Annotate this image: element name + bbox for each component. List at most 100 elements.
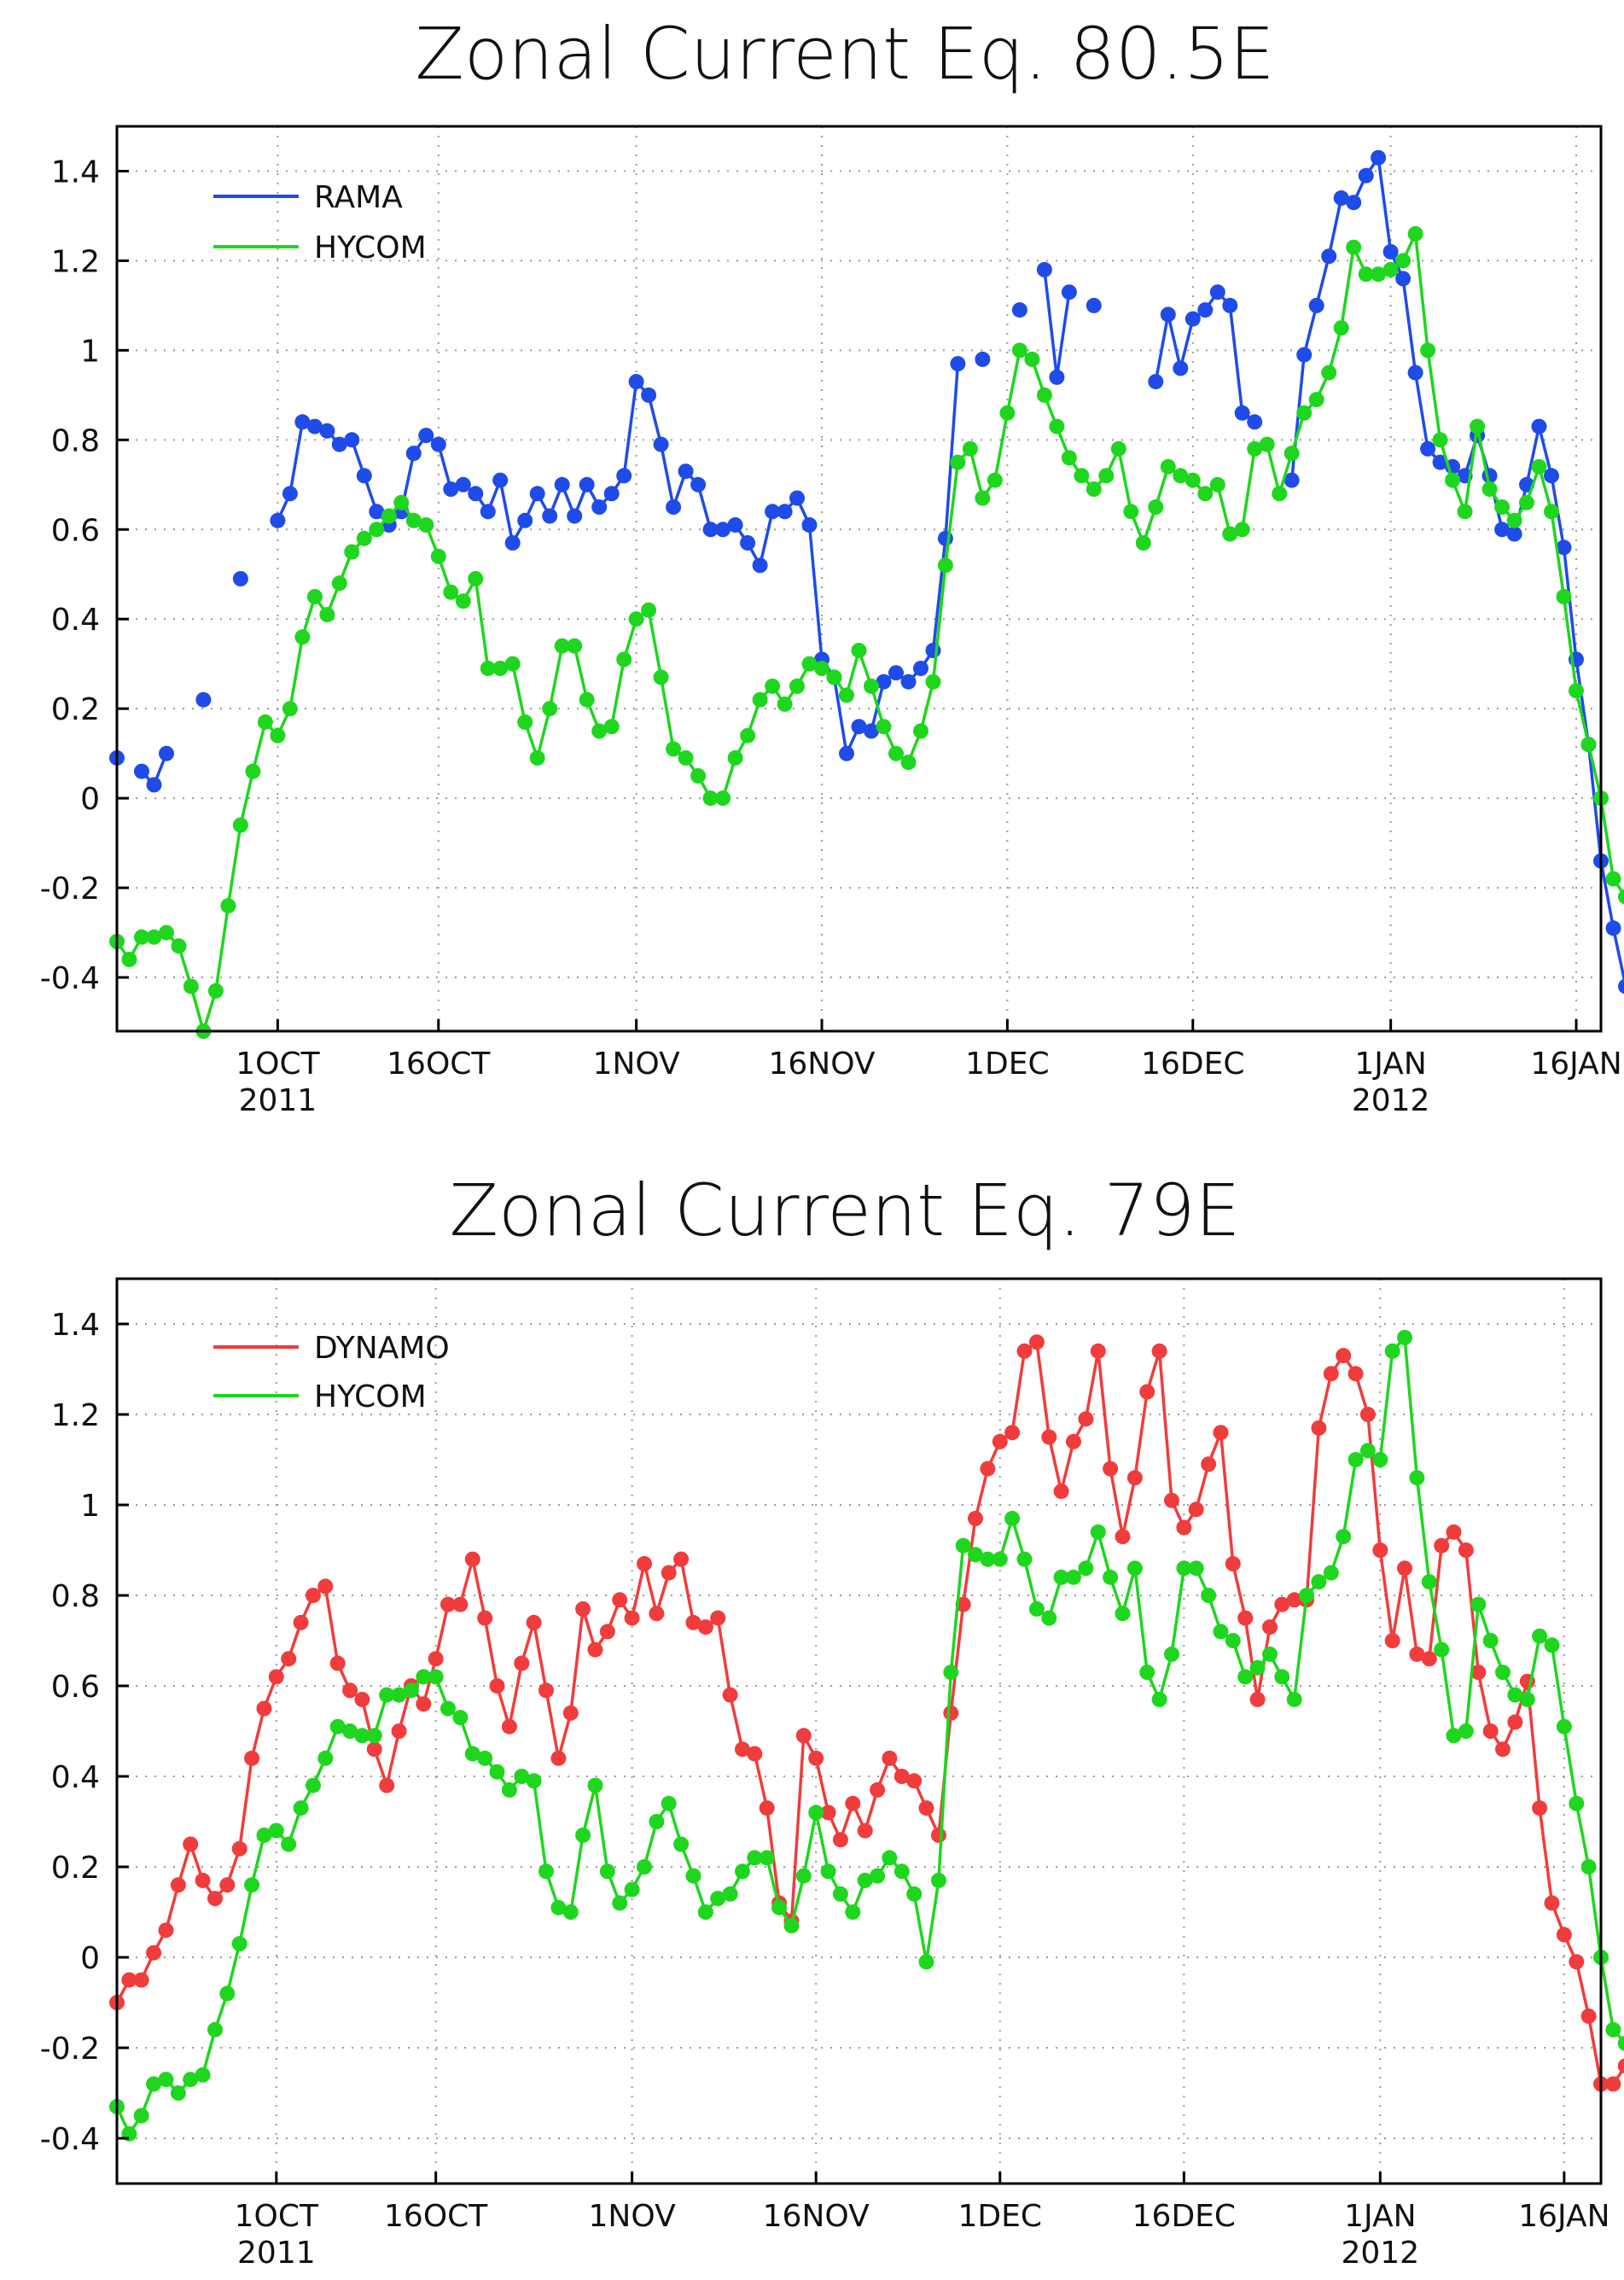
data-point-dynamo — [587, 1641, 603, 1658]
data-point-hycom — [641, 602, 657, 618]
data-point-hycom — [455, 593, 471, 609]
data-point-hycom — [579, 691, 595, 708]
data-point-hycom — [820, 1863, 836, 1880]
data-point-hycom — [759, 1850, 775, 1866]
data-point-rama — [1481, 468, 1498, 484]
data-point-dynamo — [1286, 1592, 1302, 1608]
chart-title: Zonal Current Eq. 80.5E — [415, 12, 1274, 96]
y-tick-label: 0.8 — [51, 423, 100, 458]
y-tick-label: 0.4 — [51, 1760, 100, 1795]
data-point-hycom — [1346, 239, 1362, 255]
data-point-hycom — [1299, 1588, 1315, 1603]
data-point-dynamo — [1507, 1714, 1523, 1730]
data-point-hycom — [526, 1773, 542, 1789]
data-point-rama — [690, 476, 707, 493]
data-point-rama — [195, 691, 212, 708]
data-point-hycom — [783, 1917, 800, 1933]
data-point-rama — [1618, 978, 1624, 994]
data-point-hycom — [1617, 2035, 1624, 2051]
data-point-hycom — [403, 1682, 419, 1699]
data-point-dynamo — [501, 1718, 517, 1735]
x-tick-year-label: 2011 — [237, 2236, 316, 2271]
y-tick-label: 1.2 — [51, 1398, 100, 1433]
data-point-rama — [1296, 347, 1313, 363]
data-point-hycom — [207, 983, 224, 999]
data-point-rama — [1432, 454, 1448, 470]
data-point-dynamo — [1348, 1366, 1364, 1382]
y-tick-label: 1.2 — [51, 244, 100, 279]
data-point-rama — [282, 486, 298, 502]
data-point-dynamo — [329, 1655, 346, 1671]
data-point-hycom — [1618, 889, 1624, 905]
data-point-hycom — [1160, 458, 1176, 475]
data-point-dynamo — [1053, 1484, 1069, 1500]
data-point-hycom — [443, 584, 459, 600]
data-point-hycom — [529, 749, 545, 766]
data-point-hycom — [715, 790, 731, 807]
data-point-hycom — [740, 727, 756, 743]
data-point-dynamo — [256, 1700, 272, 1717]
y-tick-label: -0.4 — [40, 2122, 100, 2157]
data-point-hycom — [1061, 450, 1077, 466]
data-point-dynamo — [1495, 1741, 1510, 1758]
data-point-hycom — [183, 978, 199, 994]
data-point-hycom — [428, 1669, 444, 1685]
data-point-hycom — [220, 898, 236, 914]
data-point-hycom — [538, 1863, 554, 1880]
data-point-hycom — [765, 678, 781, 694]
data-point-hycom — [1247, 440, 1263, 457]
data-point-hycom — [673, 1836, 690, 1852]
y-tick-label: -0.4 — [40, 961, 100, 996]
data-point-rama — [900, 674, 917, 690]
data-point-rama — [1605, 920, 1621, 936]
plot-frame — [115, 1277, 1603, 2185]
data-point-hycom — [1283, 446, 1300, 462]
data-point-rama — [975, 351, 991, 367]
data-point-rama — [702, 522, 719, 538]
data-point-hycom — [888, 745, 904, 761]
x-tick-year-label: 2011 — [239, 1083, 317, 1118]
data-point-hycom — [975, 490, 991, 506]
data-point-hycom — [1272, 486, 1288, 502]
data-point-hycom — [270, 727, 286, 743]
data-point-dynamo — [1262, 1619, 1278, 1636]
data-point-rama — [134, 763, 149, 779]
data-point-rama — [616, 468, 632, 484]
data-point-rama — [839, 745, 854, 761]
y-axis: -0.4 -0.2 0 0.2 0.4 0.6 0.8 1 1.2 1.4 — [40, 155, 129, 996]
data-point-hycom — [1506, 512, 1522, 528]
data-point-rama — [1346, 195, 1362, 211]
data-point-rama — [913, 661, 928, 676]
data-point-rama — [480, 504, 496, 520]
data-point-dynamo — [1225, 1555, 1241, 1572]
data-point-rama — [727, 517, 743, 533]
x-tick-label: 16NOV — [763, 2199, 870, 2234]
data-point-dynamo — [710, 1610, 726, 1626]
data-point-hycom — [930, 1872, 946, 1888]
data-point-hycom — [678, 749, 694, 766]
data-point-hycom — [492, 661, 509, 676]
data-point-hycom — [133, 2108, 149, 2124]
data-point-hycom — [501, 1781, 517, 1798]
data-point-hycom — [231, 1936, 247, 1952]
data-point-dynamo — [550, 1750, 567, 1766]
data-point-hycom — [839, 687, 854, 703]
data-point-hycom — [1201, 1588, 1217, 1603]
data-point-dynamo — [893, 1769, 910, 1784]
data-point-hycom — [1382, 261, 1399, 277]
data-point-hycom — [1262, 1646, 1278, 1662]
data-point-rama — [1382, 243, 1399, 259]
data-point-hycom — [146, 2076, 162, 2092]
data-point-rama — [517, 512, 533, 528]
data-point-dynamo — [968, 1510, 983, 1526]
data-point-hycom — [207, 2021, 223, 2038]
data-point-rama — [529, 486, 545, 502]
data-point-dynamo — [612, 1592, 628, 1608]
data-point-hycom — [1126, 1560, 1143, 1577]
data-point-rama — [405, 446, 422, 462]
y-tick-label: 0.2 — [51, 1851, 100, 1886]
y-tick-label: -0.2 — [40, 2032, 100, 2067]
data-point-hycom — [987, 472, 1003, 488]
data-point-hycom — [281, 1836, 297, 1852]
